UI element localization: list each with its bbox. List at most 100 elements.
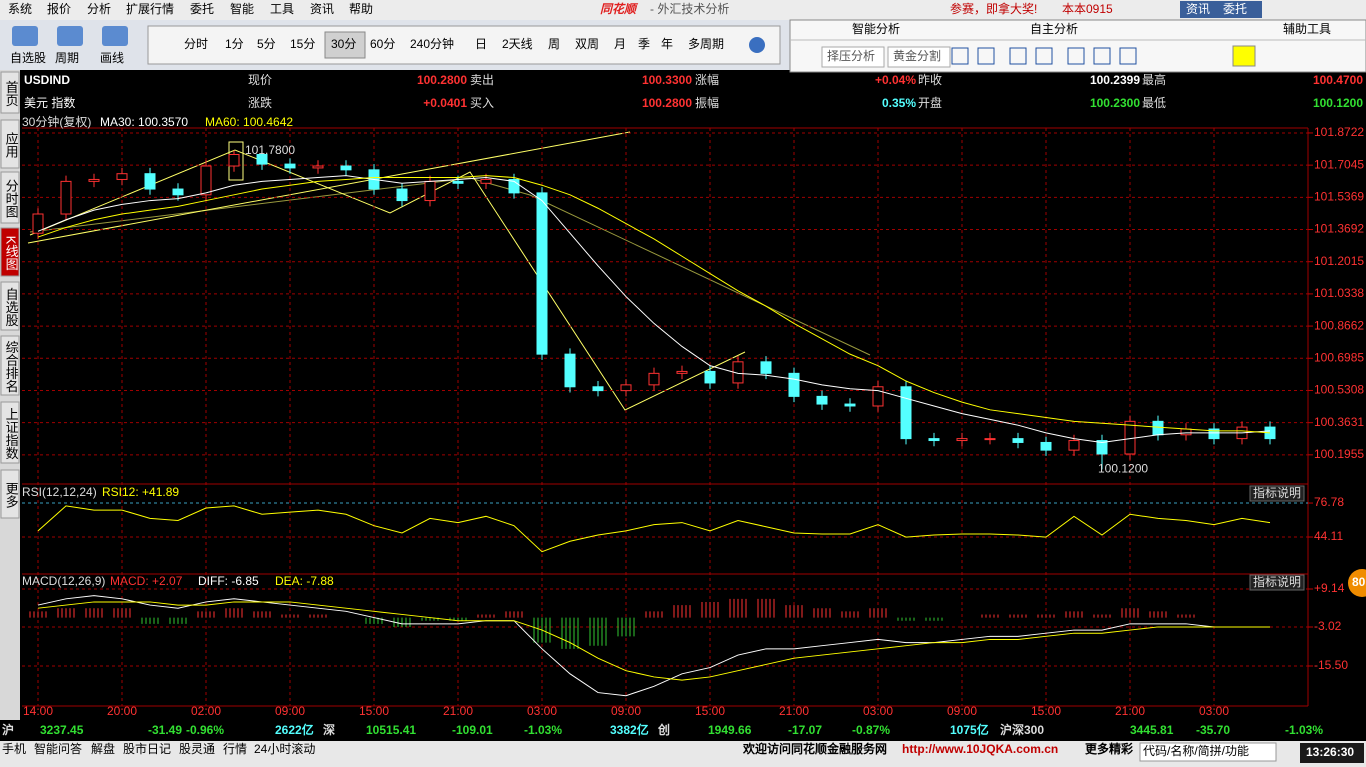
sidebar-label: 更多 (4, 482, 19, 508)
tool-icon[interactable] (102, 26, 128, 46)
quote-label: 涨跌 (248, 95, 272, 110)
menu-item[interactable]: 智能 (230, 1, 254, 16)
period-button[interactable]: 日 (475, 37, 487, 51)
candle-body (480, 178, 492, 184)
menu-item[interactable]: 分析 (87, 2, 111, 16)
draw-tool[interactable] (1093, 47, 1111, 65)
quote-value: 0.35% (882, 96, 916, 110)
period-button[interactable]: 240分钟 (410, 36, 454, 51)
draw-tool[interactable] (1119, 47, 1137, 65)
y-tick-label: 76.78 (1314, 495, 1344, 509)
legend-entry: RSI12: +41.89 (102, 485, 179, 499)
sidebar-tab[interactable] (0, 227, 20, 277)
draw-tool[interactable] (977, 47, 995, 65)
top-button[interactable] (1218, 1, 1262, 18)
period-button[interactable]: 5分 (257, 37, 276, 51)
search-box[interactable] (1139, 742, 1277, 762)
symbol-name: 美元 指数 (24, 95, 75, 110)
sidebar-tab[interactable] (0, 171, 20, 224)
menu-item[interactable]: 委托 (190, 2, 214, 16)
settings-icon[interactable] (749, 37, 765, 53)
drawn-line (27, 131, 631, 244)
sidebar-tab[interactable] (0, 71, 20, 114)
help-button[interactable] (1249, 574, 1305, 591)
top-link[interactable]: 资讯 (1186, 2, 1210, 16)
top-link[interactable]: 本本0915 (1062, 2, 1113, 16)
badge[interactable] (1348, 569, 1366, 597)
period-box (147, 25, 781, 65)
period-button[interactable]: 年 (661, 37, 673, 51)
menu-item[interactable]: 扩展行情 (126, 2, 174, 16)
tool-label: 自选股 (10, 51, 46, 65)
top-link[interactable]: 参赛，即拿大奖! (950, 1, 1037, 16)
status-link[interactable]: 行情 (223, 742, 247, 756)
status-link[interactable]: 24小时滚动 (254, 741, 315, 756)
period-button[interactable]: 1分 (225, 37, 244, 51)
color-swatch[interactable] (1232, 45, 1256, 67)
analysis-tab[interactable]: 智能分析 (852, 21, 900, 36)
quote-value: 100.2800 (417, 73, 467, 87)
period-button[interactable]: 多周期 (688, 37, 724, 51)
y-tick-label: 44.11 (1314, 529, 1343, 543)
ticker-item: 1075亿 (950, 722, 989, 737)
period-button[interactable]: 15分 (290, 37, 315, 51)
sidebar-tab[interactable] (0, 401, 20, 464)
candle-body (452, 180, 464, 184)
draw-tool[interactable] (1035, 47, 1053, 65)
candle-body (1068, 440, 1080, 451)
indicator-line (37, 175, 1271, 443)
analysis-button[interactable] (821, 46, 885, 68)
ticker-item: 沪深300 (1000, 722, 1044, 737)
candle-body (144, 173, 156, 190)
top-link[interactable]: 委托 (1223, 2, 1247, 16)
period-button[interactable]: 2天线 (502, 37, 533, 51)
candle-body (1012, 438, 1024, 443)
tool-icon[interactable] (12, 26, 38, 46)
draw-tool[interactable] (1067, 47, 1085, 65)
y-tick-label: 101.0338 (1314, 286, 1364, 300)
tool-label: 画线 (100, 51, 124, 65)
help-label: 指标说明 (1253, 574, 1301, 589)
analysis-tab[interactable]: 自主分析 (1030, 22, 1078, 36)
x-tick-label: 21:00 (779, 704, 809, 718)
status-info[interactable]: 欢迎访问同花顺金融服务网 (742, 741, 887, 756)
period-button[interactable]: 30分 (331, 37, 356, 51)
menu-item[interactable]: 帮助 (349, 2, 373, 16)
quote-value: +0.0401 (423, 96, 467, 110)
price-annotation: 101.7800 (245, 143, 295, 157)
menu-item[interactable]: 报价 (47, 1, 71, 16)
y-tick-label: 101.3692 (1314, 222, 1364, 236)
period-button[interactable]: 季 (638, 37, 650, 51)
quote-label: 买入 (470, 96, 494, 110)
status-link[interactable]: 股灵通 (179, 742, 215, 756)
menu-item[interactable]: 系统 (8, 2, 32, 16)
help-label: 指标说明 (1253, 485, 1301, 500)
sidebar-tab[interactable] (0, 119, 20, 169)
status-link[interactable]: 股市日记 (123, 741, 171, 756)
sidebar-tab[interactable] (0, 281, 20, 331)
period-button[interactable]: 分时 (184, 37, 208, 51)
status-link[interactable]: 智能问答 (34, 741, 82, 756)
sidebar-tab[interactable] (0, 469, 20, 519)
period-button[interactable]: 双周 (575, 37, 599, 51)
sidebar-tab[interactable] (0, 335, 20, 396)
status-link[interactable]: 解盘 (91, 741, 115, 756)
analysis-tab[interactable]: 辅助工具 (1283, 22, 1331, 36)
period-button[interactable]: 周 (548, 37, 560, 51)
analysis-button[interactable] (887, 46, 951, 68)
indicator-line (37, 505, 1271, 553)
analysis-panel (789, 19, 1366, 73)
menu-item[interactable]: 工具 (270, 2, 294, 16)
sidebar-label: 综合排名 (4, 341, 19, 393)
period-button[interactable]: 月 (614, 37, 626, 51)
tool-icon[interactable] (57, 26, 83, 46)
menu-item[interactable]: 资讯 (310, 2, 334, 16)
period-button[interactable]: 60分 (370, 37, 395, 51)
help-button[interactable] (1249, 485, 1305, 502)
status-info[interactable]: 更多精彩 (1085, 741, 1133, 756)
draw-tool[interactable] (1009, 47, 1027, 65)
drawn-line (29, 149, 746, 411)
draw-tool[interactable] (951, 47, 969, 65)
status-link[interactable]: 手机 (2, 742, 26, 756)
status-info[interactable]: http://www.10JQKA.com.cn (902, 742, 1058, 756)
